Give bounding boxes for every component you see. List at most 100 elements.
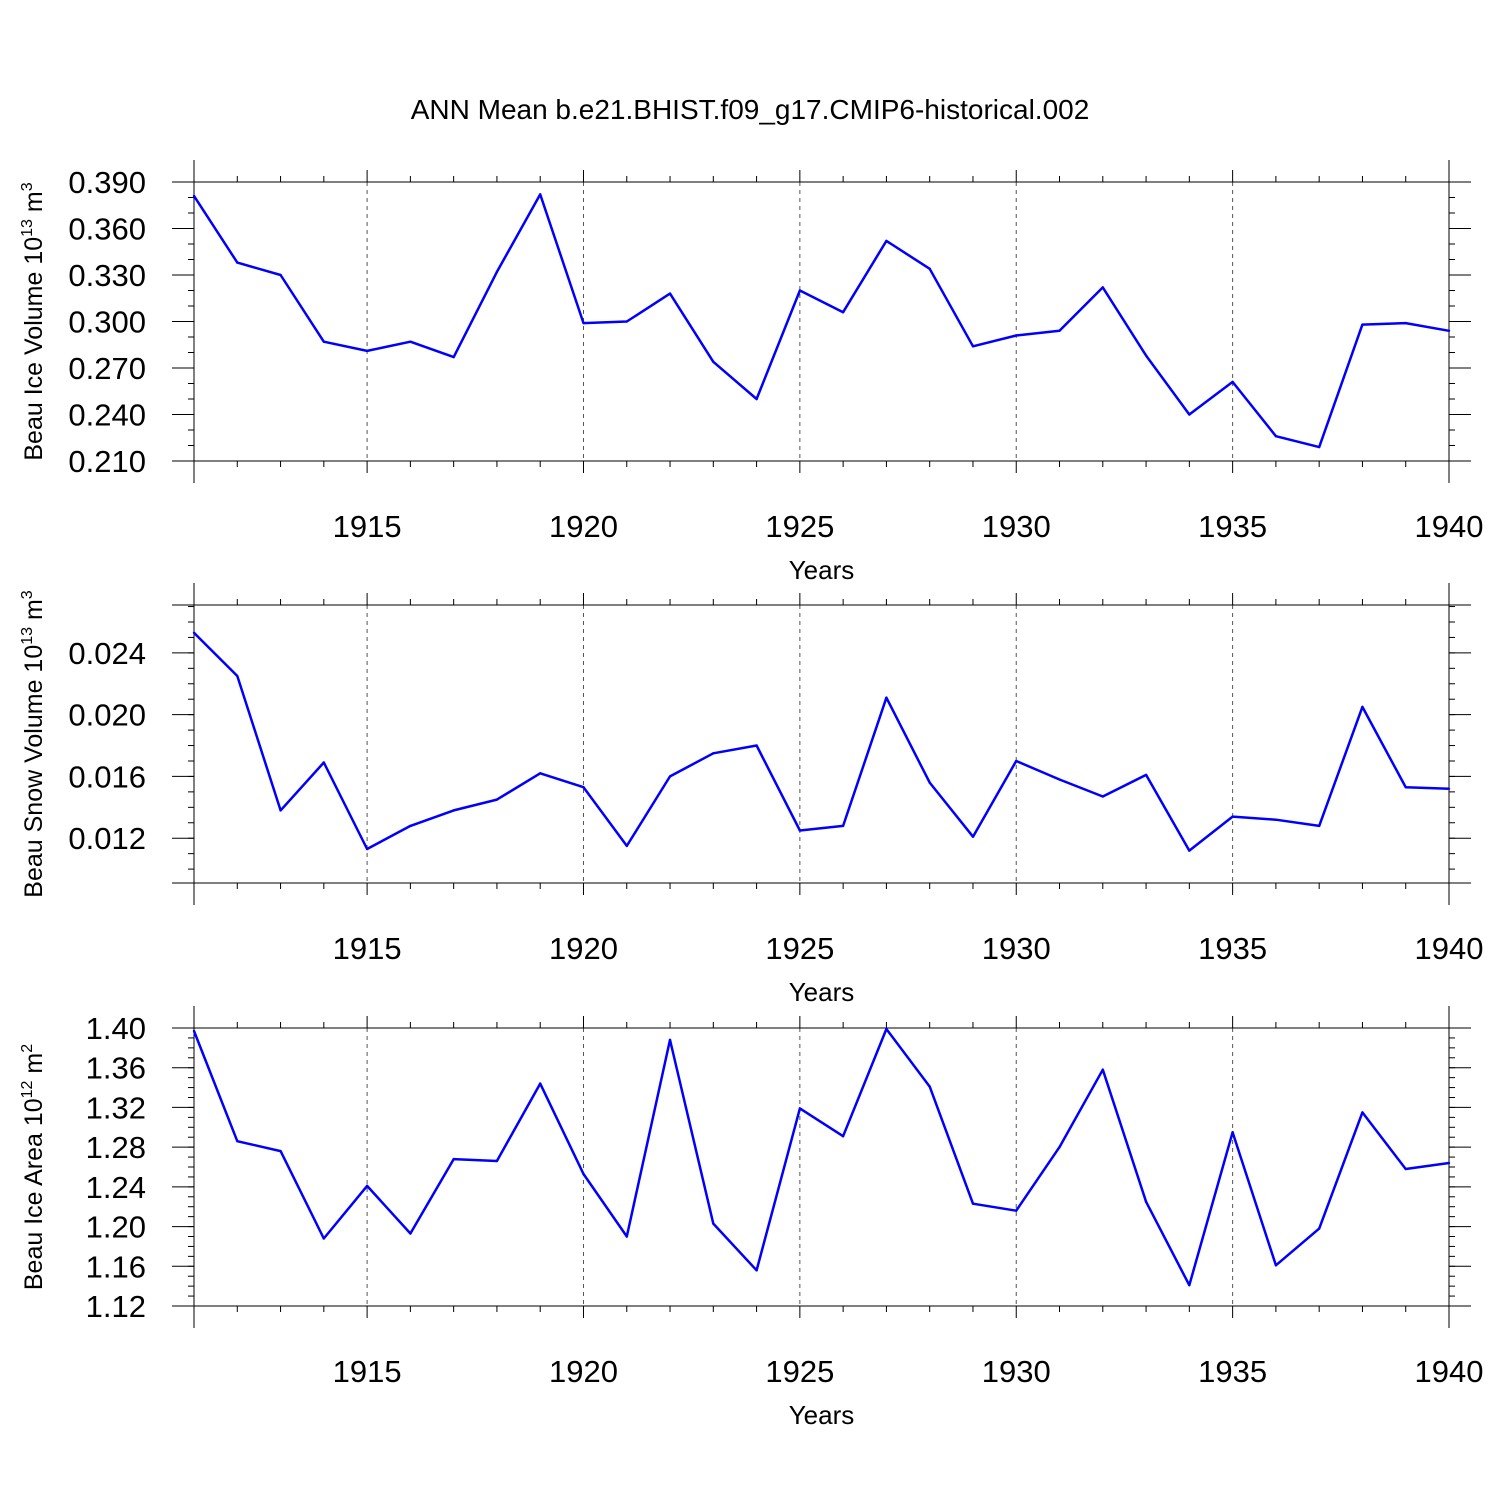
y-axis-title: Beau Ice Area 1012 m2 bbox=[19, 1044, 48, 1290]
y-tick-label: 0.016 bbox=[68, 759, 146, 794]
data-point bbox=[1015, 759, 1018, 763]
data-point bbox=[582, 1172, 585, 1176]
x-tick-label: 1930 bbox=[982, 931, 1051, 966]
data-point bbox=[712, 1222, 715, 1225]
x-axis-title: Years bbox=[789, 977, 855, 1007]
x-tick-label: 1930 bbox=[982, 1354, 1051, 1389]
y-tick-label: 0.270 bbox=[68, 351, 146, 386]
data-point bbox=[885, 239, 888, 243]
data-point bbox=[1274, 1264, 1278, 1267]
x-axis-title: Years bbox=[789, 555, 855, 585]
data-point bbox=[841, 824, 845, 828]
data-point bbox=[928, 1085, 931, 1088]
data-point bbox=[495, 798, 499, 801]
chart-title: ANN Mean b.e21.BHIST.f09_g17.CMIP6-histo… bbox=[411, 94, 1090, 125]
data-point bbox=[1274, 818, 1278, 821]
data-point bbox=[1404, 1167, 1407, 1171]
x-tick-label: 1940 bbox=[1415, 931, 1484, 966]
data-point bbox=[1361, 705, 1364, 709]
data-point bbox=[452, 809, 455, 812]
x-tick-label: 1940 bbox=[1415, 509, 1484, 544]
data-point bbox=[1015, 1209, 1018, 1212]
data-point bbox=[279, 1149, 282, 1153]
data-point bbox=[365, 349, 369, 353]
data-point bbox=[1144, 1200, 1148, 1203]
data-point bbox=[236, 1139, 239, 1143]
data-point bbox=[1058, 1145, 1061, 1149]
data-point bbox=[1188, 849, 1191, 852]
data-point bbox=[928, 267, 931, 270]
y-tick-label: 0.240 bbox=[68, 398, 146, 433]
data-point bbox=[1447, 1161, 1451, 1165]
y-tick-label: 0.024 bbox=[68, 636, 146, 671]
data-point bbox=[1188, 413, 1191, 416]
x-tick-label: 1920 bbox=[549, 509, 618, 544]
y-tick-label: 1.20 bbox=[86, 1210, 146, 1245]
y-tick-label: 1.32 bbox=[86, 1090, 146, 1125]
data-point bbox=[582, 321, 585, 325]
data-point bbox=[668, 775, 672, 778]
data-point bbox=[1231, 380, 1234, 384]
data-point bbox=[1404, 321, 1407, 325]
y-tick-label: 0.390 bbox=[68, 165, 146, 200]
x-tick-label: 1915 bbox=[333, 509, 402, 544]
data-point bbox=[236, 674, 239, 678]
data-point bbox=[1058, 329, 1061, 332]
data-point bbox=[928, 781, 931, 784]
data-point bbox=[192, 631, 196, 634]
data-point bbox=[1188, 1283, 1191, 1287]
data-point bbox=[452, 1157, 455, 1161]
x-tick-label: 1940 bbox=[1415, 1354, 1484, 1389]
data-point bbox=[1101, 795, 1104, 798]
y-tick-label: 0.360 bbox=[68, 212, 146, 247]
data-point bbox=[322, 1237, 326, 1240]
data-point bbox=[885, 1027, 888, 1031]
y-tick-label: 0.330 bbox=[68, 258, 146, 293]
data-point bbox=[668, 1038, 672, 1042]
data-point bbox=[452, 355, 455, 359]
data-point bbox=[1101, 286, 1104, 289]
data-point bbox=[712, 360, 715, 363]
data-point bbox=[409, 824, 412, 828]
data-point bbox=[1058, 778, 1061, 781]
panel-ice-area: 1915 1920 1925 1930 1935 1940 1.12 1.16 1.20 1.24… bbox=[19, 1006, 1483, 1430]
x-tick-label: 1915 bbox=[333, 931, 402, 966]
data-point bbox=[625, 320, 628, 323]
data-point bbox=[1231, 1131, 1234, 1134]
y-tick-label: 0.300 bbox=[68, 305, 146, 340]
data-point bbox=[236, 261, 239, 264]
data-point bbox=[539, 772, 542, 775]
data-point bbox=[1317, 445, 1321, 449]
data-point bbox=[1101, 1068, 1104, 1071]
x-tick-label: 1920 bbox=[549, 1354, 618, 1389]
data-point bbox=[409, 1232, 412, 1235]
data-point bbox=[495, 1159, 499, 1163]
data-point bbox=[625, 844, 628, 848]
y-tick-label: 1.12 bbox=[86, 1289, 146, 1324]
data-point bbox=[755, 744, 758, 747]
y-tick-label: 0.210 bbox=[68, 444, 146, 479]
data-point bbox=[971, 1202, 975, 1205]
x-tick-label: 1925 bbox=[765, 931, 834, 966]
y-tick-label: 0.020 bbox=[68, 698, 146, 733]
data-point bbox=[539, 193, 542, 196]
x-tick-label: 1915 bbox=[333, 1354, 402, 1389]
x-axis-title: Years bbox=[789, 1400, 855, 1430]
data-point bbox=[755, 397, 758, 401]
x-tick-label: 1935 bbox=[1198, 931, 1267, 966]
data-point bbox=[1317, 1227, 1321, 1230]
data-point bbox=[1015, 334, 1018, 337]
data-point bbox=[539, 1082, 542, 1085]
x-tick-label: 1925 bbox=[765, 509, 834, 544]
data-point bbox=[841, 1135, 845, 1138]
data-point bbox=[1447, 329, 1451, 332]
y-tick-label: 1.36 bbox=[86, 1051, 146, 1086]
y-axis-title: Beau Snow Volume 1013 m3 bbox=[19, 590, 48, 898]
series-line-ice-area bbox=[192, 1027, 1450, 1287]
data-point bbox=[885, 696, 888, 699]
data-point bbox=[798, 1107, 802, 1110]
data-point bbox=[1144, 354, 1148, 357]
data-point bbox=[712, 752, 715, 755]
panel-snow-volume: 1915 1920 1925 1930 1935 1940 0.012 0.016 0.020 0… bbox=[19, 583, 1483, 1007]
